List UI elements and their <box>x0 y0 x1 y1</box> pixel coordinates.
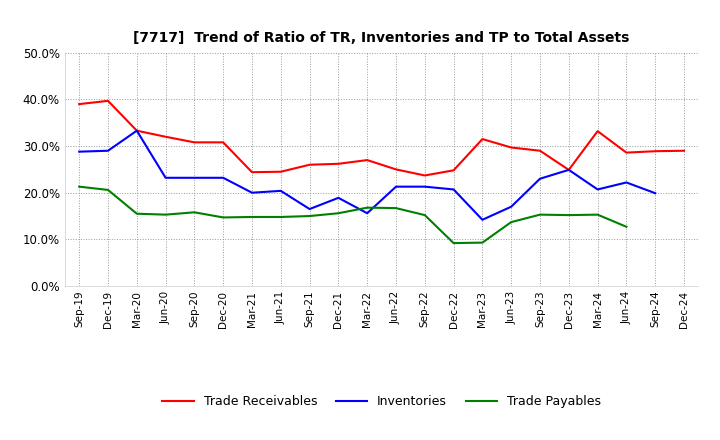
Trade Payables <box>478 240 487 245</box>
Inventories <box>132 128 141 133</box>
Trade Payables <box>420 213 429 218</box>
Trade Receivables <box>536 148 544 154</box>
Trade Receivables <box>593 128 602 134</box>
Trade Payables <box>392 205 400 211</box>
Trade Receivables <box>478 136 487 142</box>
Inventories <box>622 180 631 185</box>
Line: Trade Payables: Trade Payables <box>79 187 626 243</box>
Inventories <box>449 187 458 192</box>
Trade Receivables <box>392 167 400 172</box>
Inventories <box>305 206 314 212</box>
Trade Receivables <box>305 162 314 167</box>
Inventories <box>104 148 112 154</box>
Trade Payables <box>104 187 112 193</box>
Trade Receivables <box>680 148 688 154</box>
Trade Receivables <box>75 102 84 107</box>
Trade Receivables <box>219 140 228 145</box>
Trade Receivables <box>449 168 458 173</box>
Trade Payables <box>305 213 314 219</box>
Trade Payables <box>622 224 631 229</box>
Legend: Trade Receivables, Inventories, Trade Payables: Trade Receivables, Inventories, Trade Pa… <box>157 390 606 413</box>
Inventories <box>190 175 199 180</box>
Inventories <box>161 175 170 180</box>
Inventories <box>363 211 372 216</box>
Trade Receivables <box>651 149 660 154</box>
Trade Receivables <box>334 161 343 166</box>
Inventories <box>478 217 487 222</box>
Title: [7717]  Trend of Ratio of TR, Inventories and TP to Total Assets: [7717] Trend of Ratio of TR, Inventories… <box>133 31 630 45</box>
Trade Payables <box>564 213 573 218</box>
Trade Payables <box>219 215 228 220</box>
Trade Receivables <box>276 169 285 174</box>
Trade Payables <box>248 214 256 220</box>
Trade Payables <box>132 211 141 216</box>
Inventories <box>564 167 573 172</box>
Trade Receivables <box>132 128 141 133</box>
Inventories <box>536 176 544 181</box>
Inventories <box>507 204 516 209</box>
Trade Receivables <box>190 140 199 145</box>
Trade Receivables <box>363 158 372 163</box>
Trade Payables <box>75 184 84 189</box>
Trade Receivables <box>161 134 170 139</box>
Trade Receivables <box>248 169 256 175</box>
Trade Receivables <box>564 167 573 172</box>
Trade Receivables <box>507 145 516 150</box>
Trade Payables <box>161 212 170 217</box>
Inventories <box>392 184 400 189</box>
Inventories <box>248 190 256 195</box>
Inventories <box>276 188 285 194</box>
Trade Payables <box>190 210 199 215</box>
Inventories <box>219 175 228 180</box>
Trade Receivables <box>420 173 429 178</box>
Trade Payables <box>276 214 285 220</box>
Inventories <box>75 149 84 154</box>
Line: Inventories: Inventories <box>79 131 655 220</box>
Inventories <box>334 195 343 201</box>
Inventories <box>593 187 602 192</box>
Trade Payables <box>363 205 372 210</box>
Trade Payables <box>507 220 516 225</box>
Inventories <box>651 191 660 196</box>
Trade Payables <box>593 212 602 217</box>
Trade Receivables <box>622 150 631 155</box>
Line: Trade Receivables: Trade Receivables <box>79 101 684 176</box>
Inventories <box>420 184 429 189</box>
Trade Payables <box>449 240 458 246</box>
Trade Receivables <box>104 98 112 103</box>
Trade Payables <box>536 212 544 217</box>
Trade Payables <box>334 211 343 216</box>
